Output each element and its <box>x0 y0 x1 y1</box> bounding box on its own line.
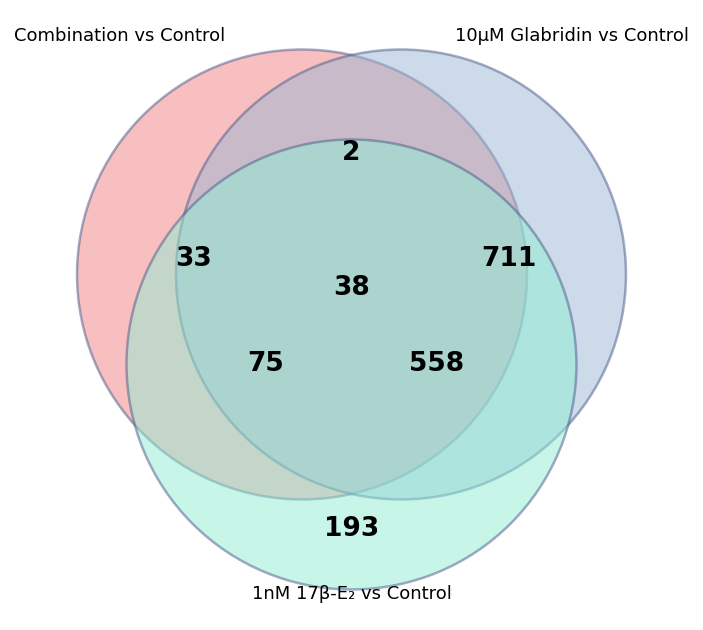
Text: 711: 711 <box>482 246 536 272</box>
Text: 558: 558 <box>409 352 465 377</box>
Circle shape <box>176 50 626 500</box>
Text: Combination vs Control: Combination vs Control <box>14 27 225 45</box>
Text: 33: 33 <box>176 246 212 272</box>
Text: 193: 193 <box>324 516 379 542</box>
Text: 75: 75 <box>247 352 285 377</box>
Text: 10μM Glabridin vs Control: 10μM Glabridin vs Control <box>455 27 689 45</box>
Circle shape <box>127 139 576 590</box>
Text: 2: 2 <box>342 140 361 166</box>
Text: 1nM 17β-E₂ vs Control: 1nM 17β-E₂ vs Control <box>252 585 451 603</box>
Text: 38: 38 <box>333 275 370 301</box>
Circle shape <box>77 50 527 500</box>
